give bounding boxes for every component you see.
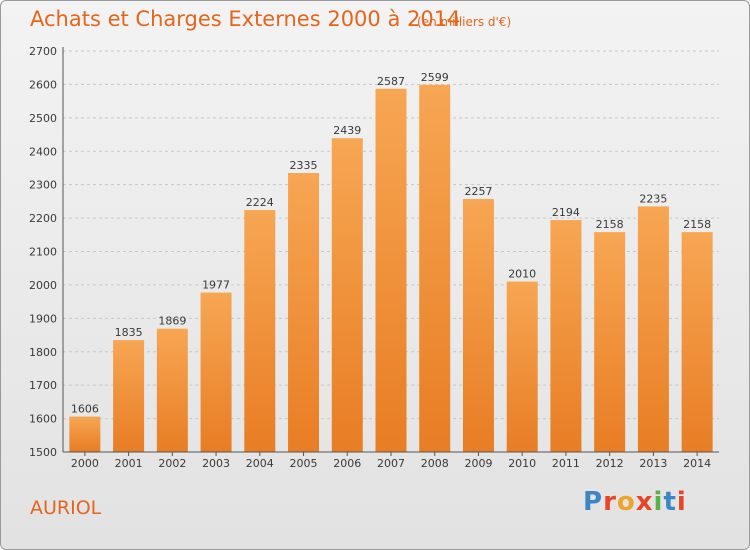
- value-label: 2158: [683, 218, 711, 231]
- value-label: 2224: [246, 196, 274, 209]
- bar-2002: [156, 328, 188, 452]
- value-label: 2158: [596, 218, 624, 231]
- value-label: 2599: [421, 71, 449, 84]
- logo-letter: r: [603, 487, 617, 517]
- value-label: 1606: [71, 403, 99, 416]
- value-label: 1869: [158, 315, 186, 328]
- bar-2004: [244, 210, 276, 452]
- y-tick-label: 2600: [29, 78, 57, 91]
- bar-2010: [506, 281, 538, 452]
- bar-2001: [113, 340, 145, 452]
- value-label: 2439: [333, 124, 361, 137]
- y-tick-label: 1700: [29, 379, 57, 392]
- bar-2012: [594, 232, 626, 452]
- bar-2008: [419, 84, 451, 453]
- value-label: 2194: [552, 206, 580, 219]
- proxiti-logo: Proxiti: [583, 487, 687, 517]
- y-tick-label: 2200: [29, 212, 57, 225]
- value-label: 1835: [115, 326, 143, 339]
- value-label: 2010: [508, 268, 536, 281]
- x-tick-label: 2004: [246, 457, 274, 470]
- bar-2009: [462, 199, 494, 452]
- bar-2011: [550, 220, 582, 452]
- logo-letter: i: [653, 487, 664, 517]
- logo-letter: t: [663, 487, 677, 517]
- y-tick-label: 2500: [29, 112, 57, 125]
- y-tick-label: 2100: [29, 246, 57, 259]
- bar-2006: [331, 138, 363, 452]
- value-label: 2235: [639, 192, 667, 205]
- y-tick-label: 2300: [29, 179, 57, 192]
- bar-2013: [637, 206, 669, 452]
- y-tick-label: 1800: [29, 346, 57, 359]
- x-tick-label: 2001: [115, 457, 143, 470]
- bar-2005: [288, 172, 320, 453]
- x-tick-label: 2008: [421, 457, 449, 470]
- logo-letter: o: [616, 487, 636, 517]
- x-tick-label: 2009: [464, 457, 492, 470]
- x-tick-label: 2013: [639, 457, 667, 470]
- bar-2003: [200, 292, 232, 452]
- logo-letter: P: [583, 487, 604, 517]
- chart-subtitle: (en milliers d'€): [417, 15, 512, 29]
- y-tick-label: 1900: [29, 312, 57, 325]
- value-label: 1977: [202, 279, 230, 292]
- y-tick-label: 1600: [29, 413, 57, 426]
- logo-letter: x: [635, 487, 654, 517]
- value-label: 2257: [464, 185, 492, 198]
- y-tick-label: 1500: [29, 446, 57, 459]
- x-tick-label: 2006: [333, 457, 361, 470]
- value-label: 2587: [377, 75, 405, 88]
- y-tick-label: 2700: [29, 45, 57, 58]
- x-tick-label: 2007: [377, 457, 405, 470]
- x-tick-label: 2011: [552, 457, 580, 470]
- bar-2007: [375, 88, 407, 452]
- logo-letter: i: [676, 487, 687, 517]
- x-tick-label: 2000: [71, 457, 99, 470]
- x-tick-label: 2010: [508, 457, 536, 470]
- chart-title: Achats et Charges Externes 2000 à 2014: [30, 7, 461, 31]
- x-tick-label: 2005: [290, 457, 318, 470]
- bar-2000: [69, 416, 101, 452]
- bar-2014: [681, 232, 713, 452]
- place-name: AURIOL: [30, 497, 102, 519]
- x-tick-label: 2002: [158, 457, 186, 470]
- value-label: 2335: [290, 159, 318, 172]
- x-tick-label: 2003: [202, 457, 230, 470]
- x-tick-label: 2014: [683, 457, 711, 470]
- bars: 1606 1835 1869 1977 2224 2335 2439 2587 2599 2257…: [69, 71, 713, 453]
- y-tick-label: 2400: [29, 145, 57, 158]
- y-tick-label: 2000: [29, 279, 57, 292]
- x-tick-label: 2012: [596, 457, 624, 470]
- axes: 1500 1600 1700 1800 1900 2000 2100 2200 2300 2400…: [29, 45, 719, 470]
